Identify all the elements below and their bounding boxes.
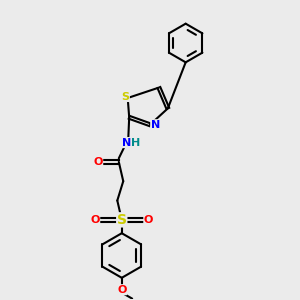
Text: N: N	[122, 138, 132, 148]
Text: S: S	[121, 92, 129, 101]
Text: O: O	[117, 285, 127, 295]
Text: O: O	[90, 215, 100, 225]
Text: O: O	[144, 215, 153, 225]
Text: N: N	[151, 120, 160, 130]
Text: S: S	[117, 213, 127, 227]
Text: H: H	[131, 138, 141, 148]
Text: O: O	[93, 157, 103, 167]
